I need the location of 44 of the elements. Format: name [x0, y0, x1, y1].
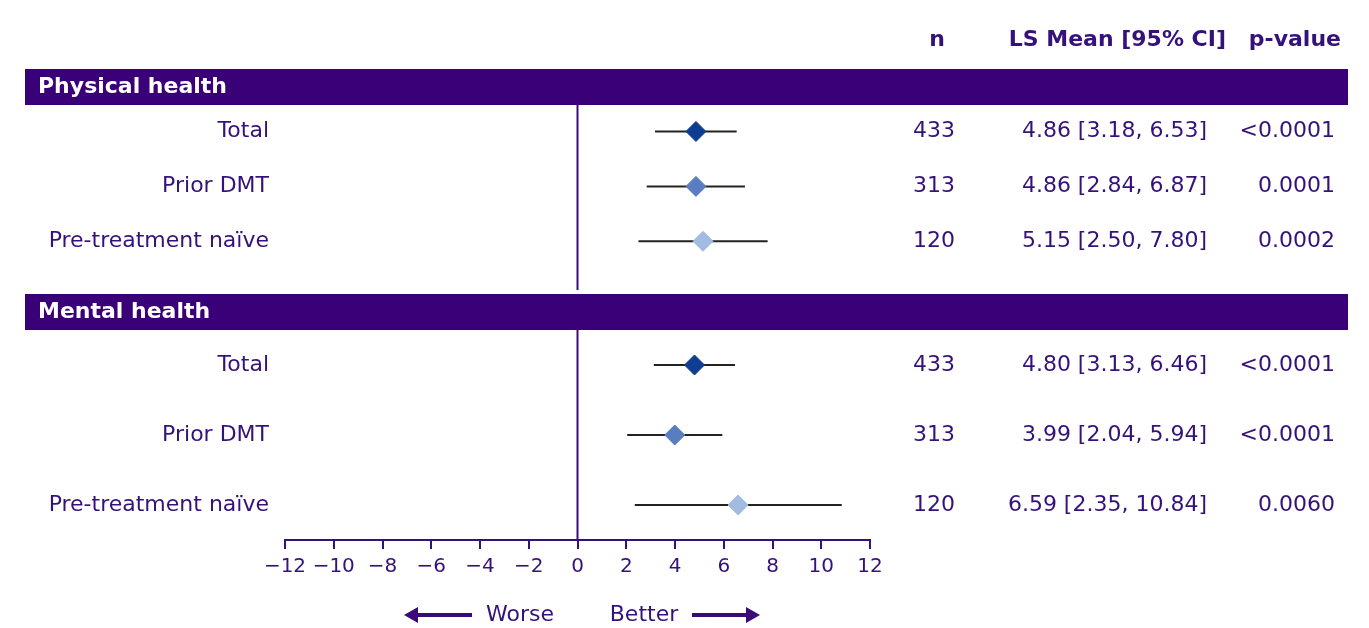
- chart-title: Physical health: [38, 72, 227, 98]
- y-tick-label: Total: [216, 117, 269, 143]
- x-tick-label: 10: [808, 553, 834, 578]
- y-tick-label: Pre-treatment naïve: [48, 227, 269, 253]
- x-tick-label: 6: [717, 553, 731, 578]
- text: <0.0001: [1239, 117, 1335, 143]
- y-tick-label: Total: [216, 350, 269, 376]
- text: <0.0001: [1239, 350, 1335, 376]
- x-tick-label: −8: [367, 553, 398, 578]
- text: 0.0001: [1258, 172, 1335, 198]
- x-tick-label: 8: [766, 553, 779, 578]
- x-tick-label: 4: [668, 553, 682, 578]
- text: <0.0001: [1239, 420, 1335, 446]
- y-tick-label: Prior DMT: [162, 420, 270, 446]
- x-tick-label: −4: [465, 553, 495, 578]
- x-tick-label: −10: [312, 553, 355, 578]
- data-label: 6.59 [2.35, 10.84]: [1007, 490, 1207, 516]
- text: LS Mean [95% CI]: [1008, 25, 1226, 51]
- x-tick-label: −6: [416, 553, 446, 578]
- text: Worse: [486, 600, 554, 626]
- data-label: 4.86 [2.84, 6.87]: [1021, 172, 1207, 198]
- x-tick-label: −2: [514, 553, 544, 578]
- text: 120: [913, 490, 955, 516]
- text: 433: [913, 117, 955, 143]
- y-tick-label: Prior DMT: [162, 172, 270, 198]
- data-label: 5.15 [2.50, 7.80]: [1021, 227, 1207, 253]
- text: 0.0060: [1258, 490, 1335, 516]
- data-label: 4.80 [3.13, 6.46]: [1021, 350, 1207, 376]
- x-tick-label: 12: [857, 553, 883, 578]
- text: Better: [609, 600, 680, 626]
- text: 313: [913, 420, 955, 446]
- data-label: 3.99 [2.04, 5.94]: [1021, 420, 1207, 446]
- text: 433: [913, 350, 955, 376]
- text: 313: [913, 172, 955, 198]
- y-tick-label: Pre-treatment naïve: [48, 490, 269, 516]
- x-tick-label: −12: [263, 553, 307, 578]
- text: p-value: [1248, 25, 1341, 51]
- text: n: [929, 25, 945, 51]
- x-tick-label: 0: [571, 553, 584, 578]
- text: 120: [913, 227, 955, 253]
- data-label: 4.86 [3.18, 6.53]: [1021, 117, 1207, 143]
- x-tick-label: 2: [619, 553, 633, 578]
- chart-title: Mental health: [38, 297, 211, 323]
- text: 0.0002: [1258, 227, 1335, 253]
